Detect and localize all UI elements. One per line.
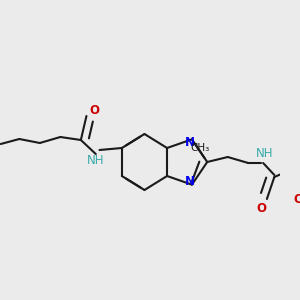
Text: NH: NH: [256, 148, 274, 160]
Text: O: O: [89, 103, 99, 116]
Text: CH₃: CH₃: [191, 143, 210, 153]
Text: N: N: [185, 175, 195, 188]
Text: O: O: [293, 193, 300, 206]
Text: NH: NH: [87, 154, 104, 167]
Text: N: N: [185, 136, 195, 149]
Text: O: O: [256, 202, 266, 215]
